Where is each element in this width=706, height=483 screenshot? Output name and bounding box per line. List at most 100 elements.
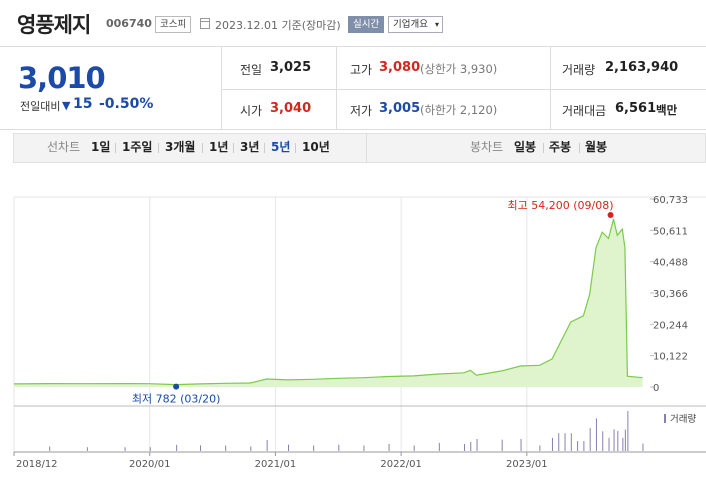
volume-bar [589,428,591,451]
max-point [607,212,614,218]
divider [295,143,296,153]
y-axis-ticks: 60,733 50,611 40,488 30,366 20,244 10,122 0 [650,195,688,394]
price-panel: 3,010 전일대비 ▼ 15 -0.50% 전일 3,025 고가 3,080… [0,46,706,130]
volume-bar [577,441,579,451]
tab-10y[interactable]: 10년 [302,140,330,154]
tab-daily[interactable]: 일봉 [514,140,537,154]
y-tick-label: 10,122 [653,352,688,363]
volume-bar [613,429,615,451]
min-label: 최저 782 (03/20) [132,393,221,406]
volume-bar [250,446,252,451]
volume-bar [338,444,340,451]
divider [336,47,337,130]
trade-value: 6,561 [615,101,657,116]
volume-bar [595,418,597,451]
x-tick-label: 2020/01 [129,459,171,470]
volume-bar [470,441,472,451]
company-info-dropdown[interactable]: 기업개요 ▾ [388,16,443,33]
volume-bar [551,437,553,451]
realtime-button[interactable]: 실시간 [348,16,385,33]
volume-bar [608,437,610,451]
x-tick-label: 2022/01 [380,459,422,470]
divider [264,143,265,153]
tab-1w[interactable]: 1주일 [122,140,153,154]
volume-bar [149,447,151,451]
volume-legend-label: 거래량 [670,413,696,425]
y-tick-label: 60,733 [653,195,688,206]
market-badge: 코스피 [155,16,192,33]
divider [233,143,234,153]
tab-3m[interactable]: 3개월 [165,140,196,154]
price-area [14,219,643,387]
chart-grid [13,196,706,452]
volume-bar [520,439,522,451]
volume-bar [313,445,315,451]
low-value: 3,005 [379,101,421,116]
volume-bar [413,445,415,451]
volume-bar [266,439,268,451]
open-label: 시가 [240,104,263,118]
stock-header: 영풍제지 006740 코스피 2023.12.01 기준(장마감) 실시간 기… [0,0,706,46]
tab-1y[interactable]: 1년 [209,140,229,154]
price-chart[interactable]: 60,733 50,611 40,488 30,366 20,244 10,122 0 20… [0,163,706,483]
divider [543,143,544,153]
low-label: 저가 [350,104,373,118]
candle-tabs: 일봉 주봉 월봉 [367,134,706,162]
volume-bar [642,443,644,451]
volume-bar [583,441,585,451]
volume-bar [288,444,290,451]
prev-close-value: 3,025 [270,60,312,75]
volume-bar [49,446,51,451]
x-tick-label: 2018/12 [16,459,58,470]
volume-bar [225,445,227,451]
tab-3y[interactable]: 3년 [240,140,260,154]
tab-1d[interactable]: 1일 [91,140,111,154]
change-label: 전일대비 [20,100,61,113]
price-chart-svg: 60,733 50,611 40,488 30,366 20,244 10,122 0 20… [13,195,706,470]
max-label: 최고 54,200 (09/08) [508,199,614,212]
current-price: 3,010 [18,61,106,95]
divider [115,143,116,153]
tab-monthly[interactable]: 월봉 [585,140,608,154]
volume-bar [564,433,566,451]
price-line [13,219,643,386]
divider [158,143,159,153]
stock-code: 006740 [106,17,152,30]
x-tick-label: 2023/01 [506,459,548,470]
chart-tabs-bar: 선차트 1일 1주일 3개월 1년 3년 5년 10년 봉차트 일봉 주봉 월봉 [13,133,706,163]
volume-bar [622,437,624,451]
volume-legend-swatch [664,414,666,423]
divider [550,47,551,130]
volume-bars [49,411,644,451]
tab-5y[interactable]: 5년 [271,140,291,154]
volume-bar [388,444,390,451]
volume-bar [602,431,604,451]
volume-bar [363,445,365,451]
open-value: 3,040 [270,101,312,116]
reference-date: 2023.12.01 기준(장마감) [215,19,341,32]
down-arrow-icon: ▼ [62,99,71,112]
volume-value: 2,163,940 [605,60,679,75]
volume-bar [124,447,126,451]
volume-bar [463,444,465,451]
divider [366,134,367,162]
min-point [173,383,180,390]
volume-bar [501,439,503,451]
volume-bar [476,439,478,451]
x-axis-ticks: 2018/12 2020/01 2021/01 2022/01 2023/01 [13,452,548,470]
volume-bar [570,433,572,451]
line-chart-label: 선차트 [47,140,81,154]
company-info-label: 기업개요 [393,19,428,30]
y-tick-label: 20,244 [653,320,688,331]
divider [579,143,580,153]
high-value: 3,080 [379,60,421,75]
tab-weekly[interactable]: 주봉 [549,140,572,154]
change-percent: -0.50% [99,96,154,112]
y-tick-label: 50,611 [653,226,688,237]
y-tick-label: 40,488 [653,258,688,269]
volume-bar [539,445,541,451]
candle-chart-label: 봉차트 [470,140,504,154]
volume-bar [617,430,619,451]
volume-bar [200,445,202,451]
divider [222,89,706,90]
